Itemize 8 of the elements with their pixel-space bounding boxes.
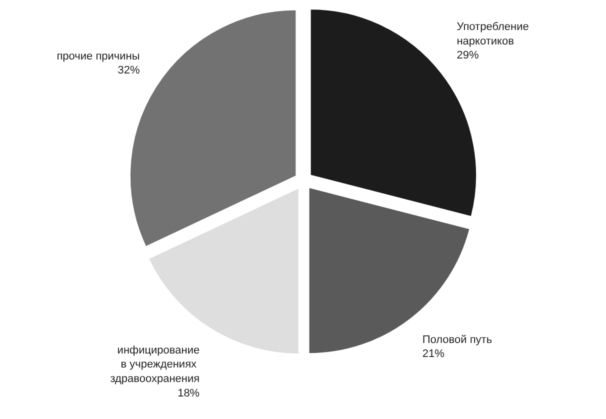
- data-label: 21%: [422, 348, 445, 360]
- slice-label: Употребление наркотиков: [456, 20, 529, 48]
- data-label: 32%: [118, 64, 140, 77]
- data-label: 18%: [178, 387, 200, 400]
- slice-label: прочие причины: [56, 50, 140, 62]
- data-label: 29%: [456, 50, 479, 62]
- slice-label: инфицирование в учреждениях здравоохранения: [110, 344, 200, 386]
- slice-label: Половой путь: [422, 334, 492, 346]
